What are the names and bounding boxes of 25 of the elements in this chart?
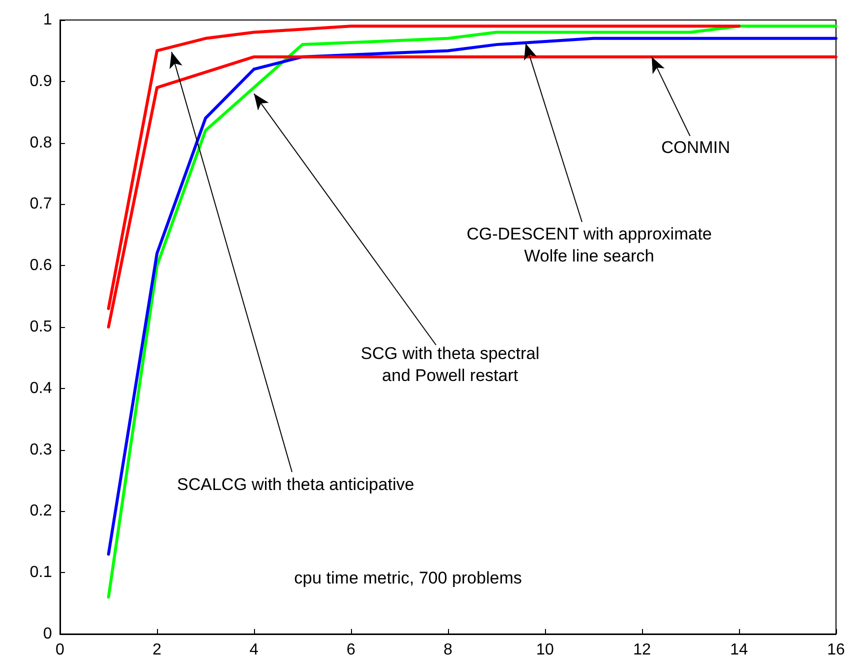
y-tick-label: 0.7 bbox=[30, 196, 52, 213]
x-tick-label: 6 bbox=[346, 642, 356, 658]
annotation: CONMIN bbox=[661, 138, 730, 158]
annotation: CG-DESCENT with approximate Wolfe line search bbox=[466, 224, 712, 266]
annotation: SCG with theta spectral and Powell restart bbox=[360, 344, 540, 385]
x-tick-label: 14 bbox=[730, 642, 748, 658]
y-tick-label: 0.5 bbox=[30, 318, 52, 336]
y-tick-label: 0.8 bbox=[30, 134, 52, 152]
x-tick-label: 10 bbox=[536, 642, 554, 658]
x-tick-label: 12 bbox=[633, 642, 651, 658]
x-tick-label: 4 bbox=[250, 642, 259, 658]
x-tick-label: 0 bbox=[56, 642, 65, 658]
x-tick-label: 2 bbox=[152, 642, 162, 658]
annotation: cpu time metric, 700 problems bbox=[294, 568, 522, 588]
y-tick-label: 0.1 bbox=[30, 564, 52, 582]
y-tick-label: 0.3 bbox=[30, 441, 52, 458]
x-tick-label: 16 bbox=[827, 642, 845, 658]
y-tick-label: 0.6 bbox=[30, 257, 52, 274]
x-tick-label: 8 bbox=[444, 642, 453, 658]
y-tick-label: 1 bbox=[43, 12, 52, 28]
annotation: SCALCG with theta anticipative bbox=[176, 474, 414, 494]
y-tick-label: 0.9 bbox=[30, 72, 52, 90]
y-tick-label: 0.2 bbox=[30, 502, 52, 520]
y-tick-label: 0.4 bbox=[30, 380, 52, 397]
y-tick-label: 0 bbox=[43, 626, 52, 642]
